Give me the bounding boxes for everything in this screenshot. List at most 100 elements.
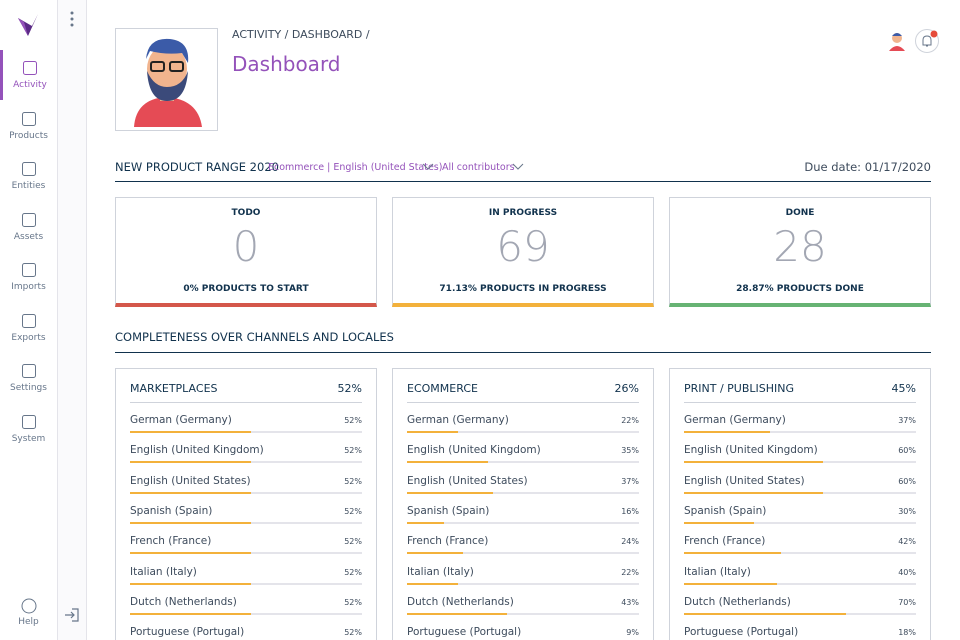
progress-bar <box>130 552 251 555</box>
progress-bar <box>684 521 754 524</box>
page-title: Dashboard <box>232 52 341 76</box>
progress-bar <box>684 612 847 615</box>
locale-percent: 30% <box>898 506 916 516</box>
progress-bar <box>407 431 459 433</box>
locale-percent: 42% <box>898 537 916 547</box>
channel-card: PRINT / PUBLISHING 45% German (Germany) 37%… <box>669 368 931 640</box>
nav-icon <box>21 212 36 227</box>
locale-name: English (United States) <box>130 474 251 487</box>
breadcrumb[interactable]: ACTIVITY / DASHBOARD / <box>232 28 370 41</box>
card-title: TODO <box>231 208 261 218</box>
card-count: 28 <box>773 222 827 271</box>
channel-selector[interactable]: Ecommerce | English (United States) <box>268 162 443 173</box>
channel-total: 26% <box>614 382 639 395</box>
progress-track <box>407 461 639 464</box>
progress-bar <box>407 552 463 555</box>
locale-percent: 52% <box>344 628 362 638</box>
locale-percent: 52% <box>344 597 362 607</box>
nav-item[interactable]: Settings <box>0 353 57 403</box>
locale-name: Italian (Italy) <box>130 565 197 578</box>
locale-percent: 9% <box>626 628 639 638</box>
progress-track <box>407 491 639 494</box>
nav-label: Entities <box>11 181 46 191</box>
locale-name: German (Germany) <box>407 414 509 426</box>
locale-percent: 60% <box>898 476 916 486</box>
nav-item[interactable]: Assets <box>0 202 57 252</box>
nav-item[interactable]: System <box>0 404 57 454</box>
nav-label: Assets <box>13 231 44 242</box>
nav-icon <box>21 162 36 176</box>
channel-total: 45% <box>891 382 916 395</box>
nav-label: System <box>11 433 46 444</box>
locale-percent: 18% <box>898 628 916 638</box>
due-date: Due date: 01/17/2020 <box>804 160 931 174</box>
nav-icon <box>21 313 36 328</box>
help-icon <box>21 598 36 614</box>
sidebar: Activity Products Entities Assets Imports Exp… <box>0 0 58 640</box>
locale-name: French (France) <box>407 535 489 548</box>
locale-percent: 52% <box>344 567 362 577</box>
progress-bar <box>130 491 251 494</box>
status-card: IN PROGRESS 69 71.13% PRODUCTS IN PROGRESS <box>392 197 654 307</box>
channel-total: 52% <box>337 382 362 395</box>
locale-name: English (United Kingdom) <box>684 444 818 457</box>
progress-bar <box>684 461 824 464</box>
progress-track <box>684 431 916 433</box>
nav-item[interactable]: Help <box>0 598 57 634</box>
logout-icon[interactable] <box>64 607 80 623</box>
locale-percent: 52% <box>344 446 362 456</box>
card-title: IN PROGRESS <box>488 208 558 218</box>
nav-item[interactable]: Exports <box>0 303 57 353</box>
channel-name: ECOMMERCE <box>407 382 478 395</box>
divider <box>407 402 639 403</box>
locale-name: English (United Kingdom) <box>130 444 264 457</box>
notifications[interactable] <box>914 28 940 54</box>
nav-icon <box>21 414 36 429</box>
progress-bar <box>407 491 493 494</box>
progress-bar <box>407 461 489 464</box>
status-card: DONE 28 28.87% PRODUCTS DONE <box>669 197 931 307</box>
logo <box>18 14 38 36</box>
progress-bar <box>130 612 251 615</box>
locale-name: German (Germany) <box>130 414 232 426</box>
dropdown-arrow[interactable] <box>512 163 524 171</box>
locale-percent: 22% <box>621 567 639 577</box>
nav-label: Activity <box>13 80 47 90</box>
progress-bar <box>130 431 251 433</box>
contributors-selector[interactable]: All contributors <box>442 162 515 173</box>
card-caption: 71.13% PRODUCTS IN PROGRESS <box>439 284 607 294</box>
nav-item[interactable]: Imports <box>0 252 57 302</box>
secondary-column <box>58 0 87 640</box>
locale-percent: 35% <box>621 446 639 456</box>
progress-bar <box>130 461 251 464</box>
locale-percent: 52% <box>344 537 362 547</box>
locale-percent: 52% <box>344 506 362 516</box>
more-menu[interactable] <box>69 11 75 27</box>
locale-name: Portuguese (Portugal) <box>407 626 522 639</box>
user-avatar[interactable] <box>886 29 908 51</box>
progress-track <box>684 552 916 555</box>
divider <box>130 402 362 403</box>
nav-item[interactable]: Entities <box>0 151 57 201</box>
nav-label: Imports <box>11 282 46 292</box>
locale-percent: 52% <box>344 476 362 486</box>
locale-name: Spanish (Spain) <box>684 504 767 517</box>
locale-percent: 60% <box>898 446 916 456</box>
project-name: NEW PRODUCT RANGE 2020 <box>115 160 279 174</box>
locale-percent: 37% <box>621 476 639 486</box>
progress-bar <box>684 431 770 433</box>
progress-bar <box>684 552 782 555</box>
nav-label: Help <box>18 617 39 627</box>
locale-percent: 37% <box>898 416 916 425</box>
nav-item[interactable]: Products <box>0 101 57 151</box>
section-title: COMPLETENESS OVER CHANNELS AND LOCALES <box>115 330 394 344</box>
nav-label: Settings <box>10 383 47 393</box>
nav-item[interactable]: Activity <box>0 50 57 100</box>
progress-track <box>684 582 916 585</box>
dropdown-arrow[interactable] <box>422 163 434 171</box>
channel-card: MARKETPLACES 52% German (Germany) 52% Englis… <box>115 368 377 640</box>
nav-icon <box>21 364 36 378</box>
nav-icon <box>23 61 37 75</box>
locale-name: Dutch (Netherlands) <box>684 595 791 608</box>
